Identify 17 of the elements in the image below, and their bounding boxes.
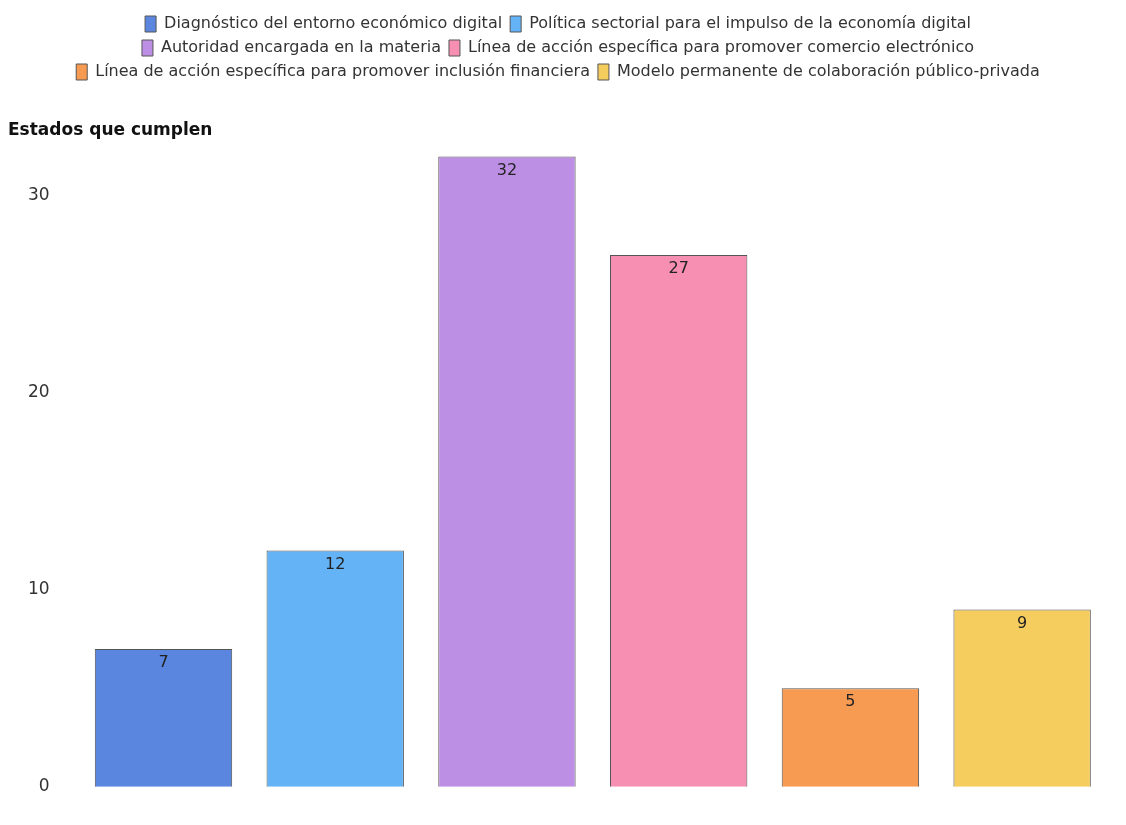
data-label: 27 (668, 258, 689, 278)
y-tick-label: 0 (38, 775, 50, 796)
y-axis-title: Estados que cumplen (8, 118, 213, 139)
data-label: 12 (325, 553, 346, 573)
legend-label: Autoridad encargada en la materia (160, 37, 441, 57)
legend-label: Línea de acción específica para promover comercio electrónico (467, 37, 975, 57)
legend-label: Diagnóstico del entorno económico digital (164, 13, 503, 33)
y-tick-label: 10 (27, 578, 50, 599)
legend-label: Modelo permanente de colaboración público-privada (616, 61, 1040, 81)
legend-label: Línea de acción específica para promover inclusión financiera (95, 61, 590, 81)
data-label: 7 (158, 652, 169, 672)
y-tick-label: 30 (27, 184, 50, 205)
y-tick-label: 20 (27, 381, 50, 402)
data-label: 9 (1017, 612, 1028, 632)
legend-label: Política sectorial para el impulso de la economía digital (529, 13, 971, 33)
data-label: 32 (496, 159, 518, 179)
data-label: 5 (845, 691, 856, 711)
